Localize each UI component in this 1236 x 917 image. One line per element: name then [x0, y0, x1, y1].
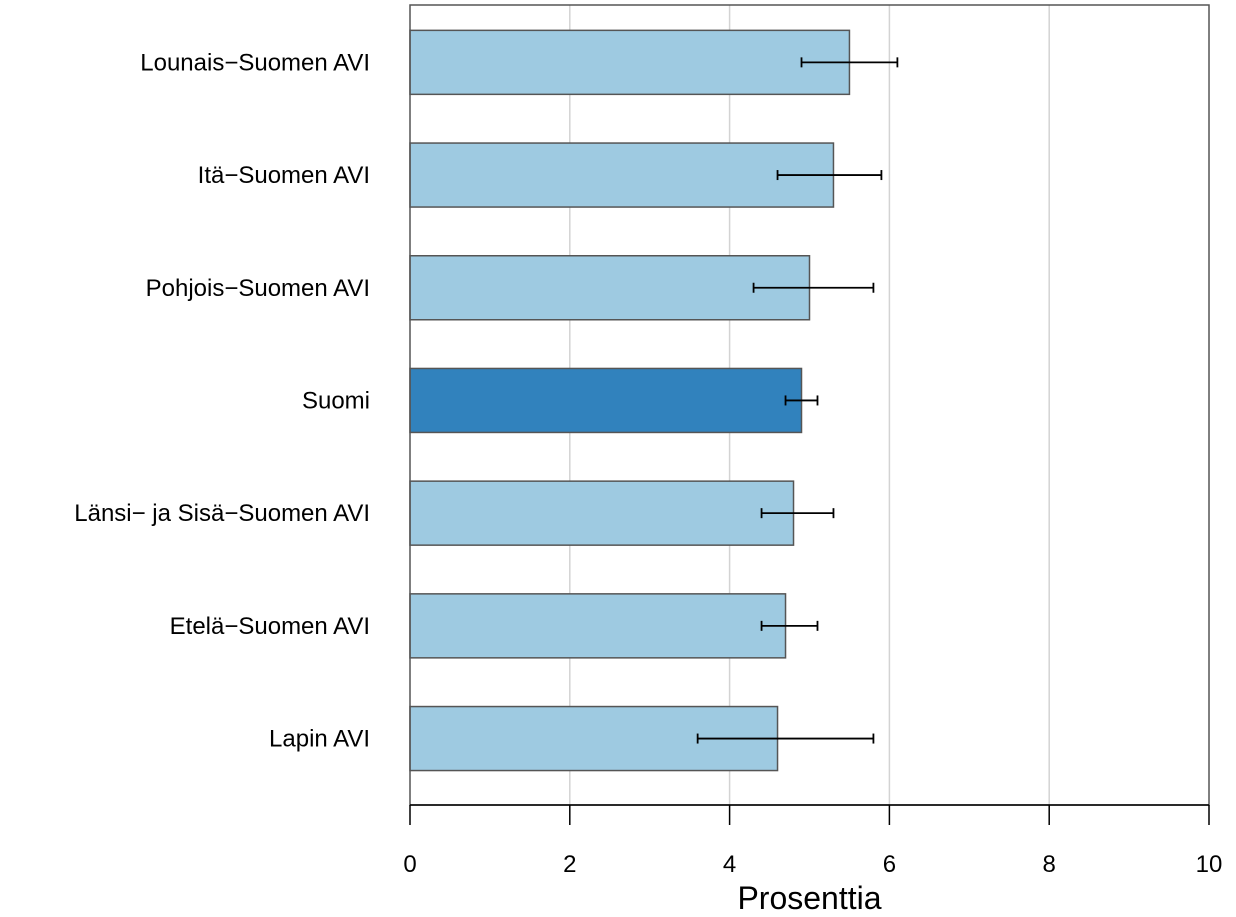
x-tick-label: 4 — [723, 851, 736, 878]
x-tick-label: 10 — [1196, 851, 1223, 878]
bars — [409, 29, 851, 772]
bar — [409, 142, 835, 208]
x-axis-title: Prosenttia — [737, 880, 881, 916]
category-label: Etelä−Suomen AVI — [170, 613, 370, 640]
category-label: Lapin AVI — [269, 726, 370, 753]
bar — [409, 255, 811, 321]
category-label: Länsi− ja Sisä−Suomen AVI — [74, 500, 370, 527]
x-tick-label: 6 — [883, 851, 896, 878]
bar — [409, 480, 795, 546]
x-tick-label: 8 — [1043, 851, 1056, 878]
x-tick-label: 0 — [403, 851, 416, 878]
x-tick-label: 2 — [563, 851, 576, 878]
category-label: Pohjois−Suomen AVI — [146, 275, 370, 302]
category-label: Itä−Suomen AVI — [198, 162, 370, 189]
bar — [409, 29, 851, 96]
category-labels: Lounais−Suomen AVI Itä−Suomen AVI Pohjois−… — [74, 49, 370, 752]
category-label: Lounais−Suomen AVI — [140, 49, 370, 76]
bar — [409, 593, 787, 659]
category-label: Suomi — [302, 387, 370, 414]
bar — [409, 367, 803, 434]
x-axis: 0 2 4 6 8 10 — [403, 804, 1223, 878]
error-bars — [696, 57, 899, 744]
